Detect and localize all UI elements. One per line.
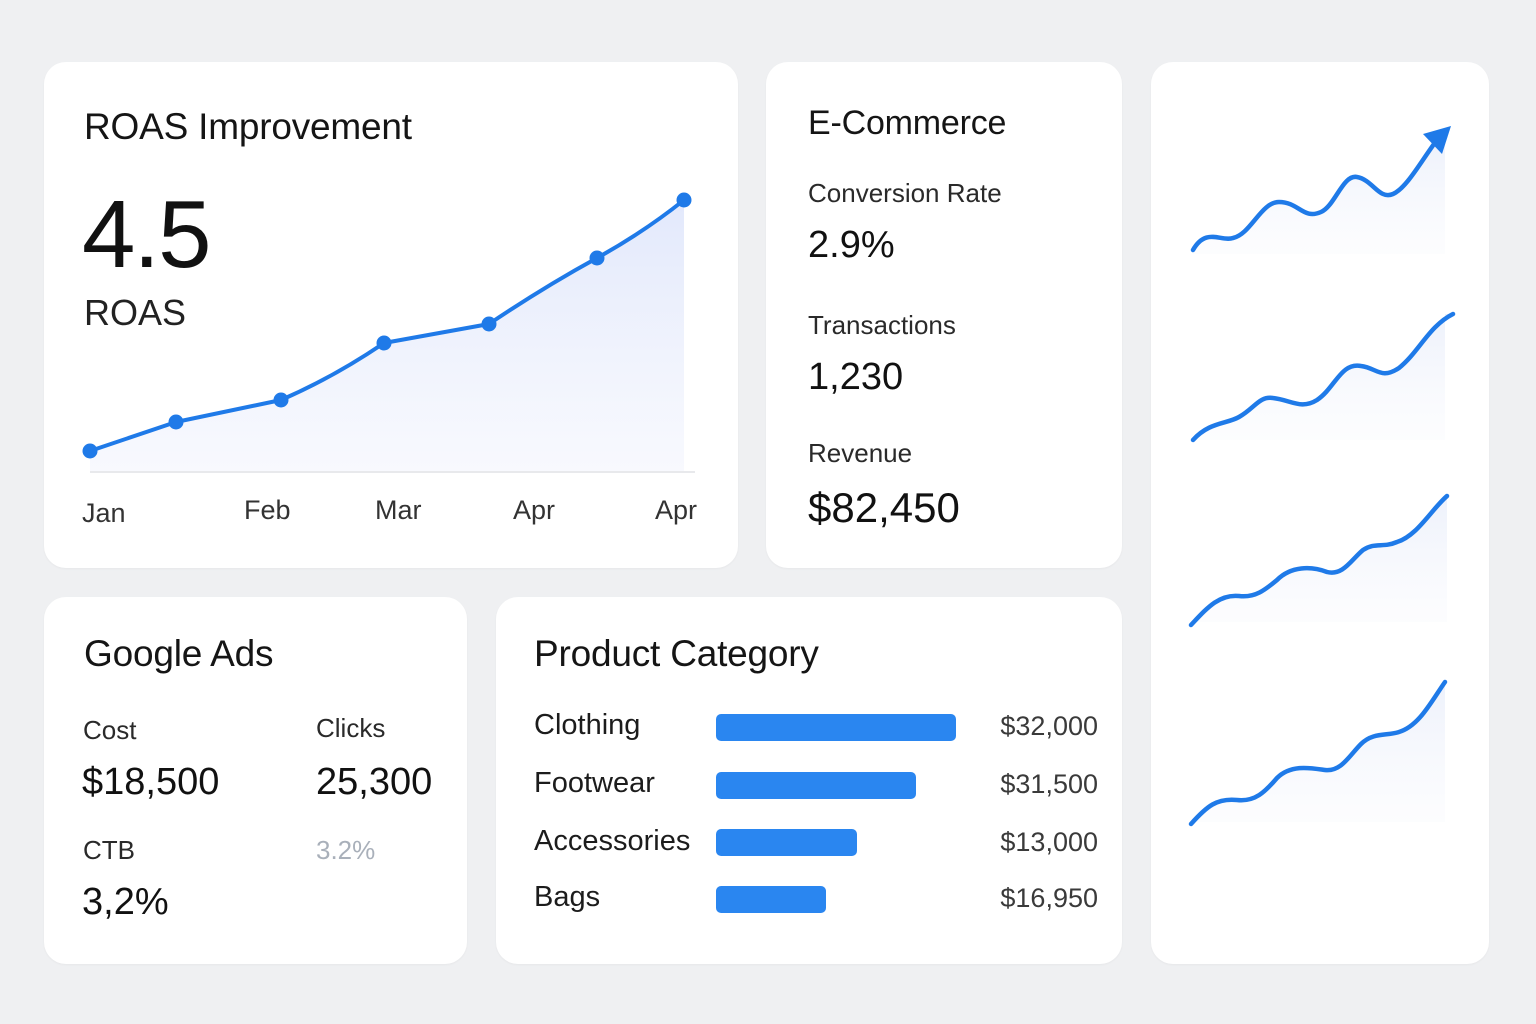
google-ads-title: Google Ads (84, 633, 274, 674)
sparkline-line (1190, 311, 1456, 443)
conversion-rate-value: 2.9% (808, 224, 895, 266)
roas-point (676, 192, 692, 208)
roas-point (589, 250, 605, 266)
ecommerce-title: E-Commerce (808, 104, 1007, 142)
category-value-label: $32,000 (1000, 711, 1098, 741)
category-bar (716, 772, 916, 799)
category-value-label: $13,000 (1000, 827, 1098, 857)
roas-line-chart (82, 192, 695, 473)
roas-point (273, 392, 289, 408)
category-value-label: $31,500 (1000, 769, 1098, 799)
sparkline-area (1193, 314, 1453, 440)
roas-point (82, 443, 98, 459)
category-bar (716, 829, 857, 856)
sparkline-area (1191, 682, 1445, 824)
conversion-rate-label: Conversion Rate (808, 178, 1002, 208)
revenue-value: $82,450 (808, 484, 960, 531)
category-label: Accessories (534, 825, 691, 857)
roas-series-line (88, 198, 686, 453)
x-tick-label: Feb (244, 495, 291, 525)
sparkline-line (1188, 679, 1448, 827)
revenue-label: Revenue (808, 438, 913, 468)
cost-value: $18,500 (82, 761, 220, 803)
category-bar (716, 714, 956, 741)
x-tick-label: Mar (375, 495, 422, 525)
transactions-label: Transactions (808, 310, 956, 340)
ctb-secondary-value: 3.2% (316, 835, 376, 865)
roas-title: ROAS Improvement (84, 106, 412, 147)
roas-point (376, 335, 392, 351)
x-tick-label: Jan (82, 498, 126, 528)
category-label: Footwear (534, 767, 655, 799)
transactions-value: 1,230 (808, 356, 904, 398)
clicks-value: 25,300 (316, 761, 433, 803)
cost-label: Cost (83, 715, 137, 745)
category-value-label: $16,950 (1000, 883, 1098, 913)
category-label: Bags (534, 881, 601, 913)
ecommerce-card: E-Commerce Conversion Rate 2.9% Transact… (766, 62, 1122, 568)
ctb-value: 3,2% (82, 881, 169, 923)
product-category-card: Product Category Clothing $32,000 Footwe… (496, 597, 1122, 964)
x-tick-label: Apr (513, 495, 556, 525)
category-bar (716, 886, 826, 913)
sparkline-area (1191, 496, 1447, 625)
google-ads-card: Google Ads Cost $18,500 Clicks 25,300 CT… (44, 597, 467, 964)
roas-card: ROAS Improvement 4.5 ROAS Jan Feb Mar Ap… (44, 62, 738, 568)
roas-unit: ROAS (84, 292, 187, 333)
sparkline-line (1190, 137, 1440, 253)
clicks-label: Clicks (316, 713, 386, 743)
sparkline-line (1188, 493, 1450, 628)
category-label: Clothing (534, 709, 641, 741)
sparkline-area (1193, 140, 1445, 254)
trend-sparklines-card (1151, 62, 1489, 964)
ctb-label: CTB (83, 835, 135, 865)
trend-up-arrow-icon (1423, 126, 1451, 154)
roas-point (481, 316, 497, 332)
roas-value: 4.5 (82, 181, 211, 288)
sparklines-svg (1188, 126, 1456, 827)
roas-area (90, 200, 684, 472)
product-category-title: Product Category (534, 633, 819, 674)
x-tick-label: Apr (655, 495, 698, 525)
roas-point (168, 414, 184, 430)
